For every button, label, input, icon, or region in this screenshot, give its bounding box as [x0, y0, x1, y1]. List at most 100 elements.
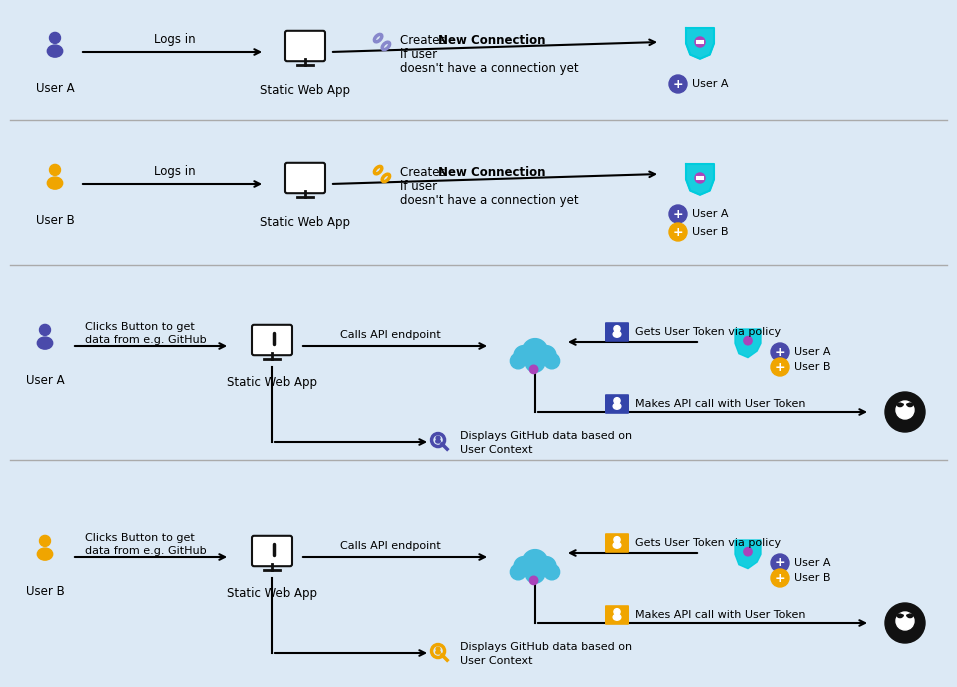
Circle shape: [529, 365, 538, 374]
Ellipse shape: [37, 337, 53, 349]
Text: +: +: [774, 346, 786, 359]
FancyBboxPatch shape: [252, 325, 292, 355]
Polygon shape: [735, 540, 761, 569]
Circle shape: [525, 352, 545, 372]
Polygon shape: [686, 28, 714, 59]
Circle shape: [514, 346, 534, 365]
Wedge shape: [897, 403, 903, 407]
Circle shape: [614, 398, 620, 404]
Circle shape: [771, 358, 789, 376]
Text: User B: User B: [794, 573, 831, 583]
Circle shape: [544, 564, 560, 580]
FancyBboxPatch shape: [285, 163, 325, 193]
Text: User A: User A: [26, 374, 64, 387]
Circle shape: [771, 554, 789, 572]
Text: +: +: [774, 361, 786, 374]
Text: New Connection: New Connection: [438, 166, 545, 179]
Text: Logs in: Logs in: [154, 33, 196, 46]
Text: User B: User B: [794, 362, 831, 372]
FancyBboxPatch shape: [605, 533, 629, 553]
Circle shape: [695, 37, 705, 47]
Circle shape: [436, 436, 440, 440]
Circle shape: [614, 326, 620, 332]
Wedge shape: [906, 403, 913, 407]
Circle shape: [523, 550, 547, 575]
Circle shape: [771, 343, 789, 361]
FancyBboxPatch shape: [285, 31, 325, 61]
Text: +: +: [774, 572, 786, 585]
Text: if user: if user: [400, 47, 437, 60]
FancyBboxPatch shape: [605, 605, 629, 624]
Ellipse shape: [613, 403, 621, 409]
Text: User A: User A: [692, 209, 728, 219]
Text: Static Web App: Static Web App: [260, 216, 350, 229]
Text: New Connection: New Connection: [438, 34, 545, 47]
Text: Static Web App: Static Web App: [260, 84, 350, 97]
Text: +: +: [774, 556, 786, 570]
Text: +: +: [673, 207, 683, 221]
Circle shape: [537, 556, 556, 576]
Circle shape: [529, 576, 538, 585]
Circle shape: [669, 75, 687, 93]
Circle shape: [896, 612, 914, 630]
Text: Creates: Creates: [400, 166, 450, 179]
Wedge shape: [906, 614, 913, 618]
Text: User B: User B: [692, 227, 728, 237]
Ellipse shape: [613, 542, 621, 548]
Text: User Context: User Context: [460, 656, 532, 666]
Text: User A: User A: [794, 558, 831, 568]
Circle shape: [885, 603, 925, 643]
Circle shape: [885, 392, 925, 432]
Text: +: +: [673, 225, 683, 238]
Text: User A: User A: [794, 347, 831, 357]
Text: doesn't have a connection yet: doesn't have a connection yet: [400, 194, 579, 207]
Polygon shape: [735, 329, 761, 358]
Circle shape: [669, 205, 687, 223]
Text: User B: User B: [26, 585, 64, 598]
Text: if user: if user: [400, 179, 437, 192]
Circle shape: [771, 569, 789, 587]
Text: Static Web App: Static Web App: [227, 376, 317, 389]
Text: Makes API call with User Token: Makes API call with User Token: [635, 610, 806, 620]
Text: data from e.g. GitHub: data from e.g. GitHub: [85, 335, 207, 345]
Circle shape: [525, 563, 545, 583]
Ellipse shape: [47, 45, 63, 57]
Text: Clicks Button to get: Clicks Button to get: [85, 533, 195, 543]
Ellipse shape: [435, 440, 440, 443]
Text: data from e.g. GitHub: data from e.g. GitHub: [85, 546, 207, 556]
Text: Static Web App: Static Web App: [227, 587, 317, 600]
Text: User B: User B: [35, 214, 75, 227]
Circle shape: [896, 401, 914, 419]
Ellipse shape: [47, 177, 63, 189]
Ellipse shape: [613, 331, 621, 337]
FancyBboxPatch shape: [252, 536, 292, 566]
Ellipse shape: [37, 548, 53, 560]
Circle shape: [523, 339, 547, 364]
FancyBboxPatch shape: [605, 394, 629, 414]
Text: +: +: [673, 78, 683, 91]
Text: Gets User Token via policy: Gets User Token via policy: [635, 327, 781, 337]
Text: Gets User Token via policy: Gets User Token via policy: [635, 538, 781, 548]
Circle shape: [669, 223, 687, 241]
Circle shape: [695, 173, 705, 183]
Text: Calls API endpoint: Calls API endpoint: [340, 541, 440, 551]
FancyBboxPatch shape: [605, 322, 629, 342]
Circle shape: [614, 609, 620, 615]
Text: User Context: User Context: [460, 445, 532, 455]
Circle shape: [514, 556, 534, 576]
Circle shape: [744, 337, 752, 345]
Wedge shape: [897, 614, 903, 618]
Circle shape: [50, 164, 60, 175]
Circle shape: [744, 548, 752, 556]
Circle shape: [39, 535, 51, 546]
Text: User A: User A: [692, 79, 728, 89]
Polygon shape: [686, 164, 714, 195]
Text: doesn't have a connection yet: doesn't have a connection yet: [400, 62, 579, 74]
Circle shape: [436, 647, 440, 651]
Circle shape: [614, 537, 620, 543]
Text: Creates: Creates: [400, 34, 450, 47]
Text: Displays GitHub data based on: Displays GitHub data based on: [460, 431, 633, 441]
Text: Logs in: Logs in: [154, 165, 196, 178]
Ellipse shape: [613, 614, 621, 620]
Text: User A: User A: [35, 82, 75, 95]
